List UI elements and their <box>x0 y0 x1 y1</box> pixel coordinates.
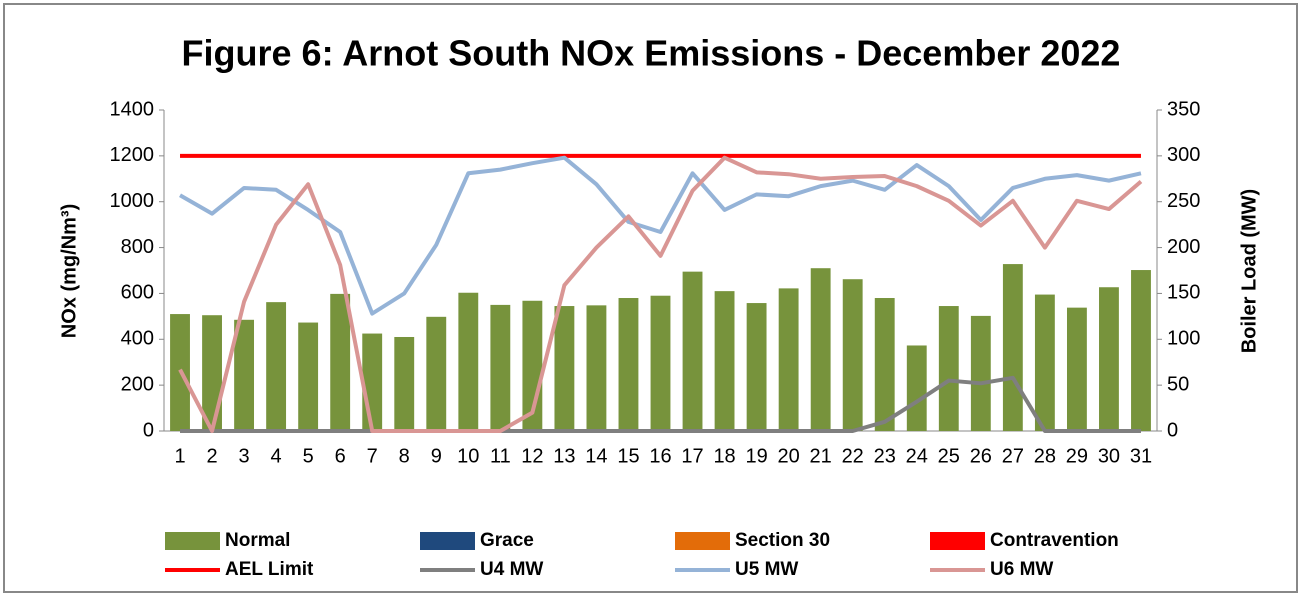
legend-label: AEL Limit <box>225 559 314 580</box>
x-tick-label: 12 <box>521 445 543 467</box>
x-tick-label: 28 <box>1034 445 1056 467</box>
legend-swatch <box>930 532 985 550</box>
bar <box>586 305 607 431</box>
x-tick-label: 24 <box>906 445 928 467</box>
line <box>179 155 1142 316</box>
bar <box>554 306 575 431</box>
x-tick-label: 15 <box>617 445 639 467</box>
bar <box>842 279 863 431</box>
x-tick-label: 14 <box>585 445 607 467</box>
bar <box>426 316 447 431</box>
x-tick-label: 19 <box>745 445 767 467</box>
x-tick-label: 2 <box>206 445 217 467</box>
bar <box>1002 264 1023 431</box>
y-tick-label: 200 <box>121 373 154 395</box>
x-tick-label: 8 <box>399 445 410 467</box>
y-tick-label: 400 <box>121 328 154 350</box>
legend-label: U5 MW <box>735 559 798 580</box>
x-tick-label: 17 <box>681 445 703 467</box>
legend-label: U4 MW <box>480 559 543 580</box>
x-tick-label: 7 <box>367 445 378 467</box>
x-tick-label: 1 <box>174 445 185 467</box>
y-tick-label: 600 <box>121 282 154 304</box>
x-tick-label: 3 <box>239 445 250 467</box>
y2-tick-label: 50 <box>1167 373 1189 395</box>
legend-swatch <box>420 532 475 550</box>
bar <box>1034 294 1055 431</box>
x-tick-label: 31 <box>1130 445 1152 467</box>
legend-label: Grace <box>480 530 534 551</box>
x-tick-label: 18 <box>713 445 735 467</box>
bar <box>234 319 255 431</box>
bar <box>394 336 415 431</box>
x-tick-label: 5 <box>303 445 314 467</box>
x-tick-label: 26 <box>970 445 992 467</box>
bar <box>970 315 991 431</box>
bar <box>490 304 511 431</box>
x-tick-label: 13 <box>553 445 575 467</box>
legend-swatch <box>165 532 220 550</box>
line <box>180 375 1141 433</box>
bar <box>778 288 799 431</box>
y-axis-label: NOx (mg/Nm³) <box>58 204 80 338</box>
x-tick-label: 29 <box>1066 445 1088 467</box>
bar <box>362 333 383 431</box>
bar <box>746 303 767 431</box>
x-tick-label: 10 <box>457 445 479 467</box>
bar <box>682 271 703 431</box>
bar <box>330 293 351 431</box>
y-tick-label: 1200 <box>110 144 155 166</box>
x-tick-label: 27 <box>1002 445 1024 467</box>
y2-tick-label: 350 <box>1167 98 1200 120</box>
x-tick-label: 20 <box>778 445 800 467</box>
y-tick-label: 0 <box>143 419 154 441</box>
y2-axis-label: Boiler Load (MW) <box>1238 189 1260 353</box>
bar <box>458 292 479 431</box>
y2-tick-label: 100 <box>1167 328 1200 350</box>
bar <box>938 306 959 431</box>
x-tick-label: 11 <box>490 445 511 467</box>
y-tick-label: 1000 <box>110 190 155 212</box>
x-tick-label: 6 <box>335 445 346 467</box>
line <box>178 155 1143 433</box>
bar <box>650 295 671 431</box>
x-tick-label: 21 <box>810 445 832 467</box>
chart-border <box>3 3 1298 593</box>
y-tick-label: 800 <box>121 236 154 258</box>
legend-label: U6 MW <box>990 559 1053 580</box>
y2-tick-label: 0 <box>1167 419 1178 441</box>
chart-title: Figure 6: Arnot South NOx Emissions - De… <box>182 33 1121 74</box>
y2-tick-label: 250 <box>1167 190 1200 212</box>
legend-label: Normal <box>225 530 290 551</box>
bar <box>874 298 895 431</box>
bar <box>298 322 319 431</box>
x-tick-label: 25 <box>938 445 960 467</box>
bar <box>714 291 735 431</box>
x-tick-label: 16 <box>649 445 671 467</box>
bar <box>1099 287 1119 431</box>
y2-tick-label: 200 <box>1167 236 1200 258</box>
bar <box>1066 307 1087 431</box>
bar <box>266 302 287 431</box>
legend-label: Contravention <box>990 530 1119 551</box>
bar <box>810 268 831 431</box>
bar <box>202 315 222 431</box>
x-tick-label: 23 <box>874 445 896 467</box>
x-tick-label: 30 <box>1098 445 1120 467</box>
y2-tick-label: 300 <box>1167 144 1200 166</box>
bar <box>1131 270 1151 431</box>
legend-swatch <box>675 532 730 550</box>
x-tick-label: 22 <box>842 445 864 467</box>
x-tick-label: 9 <box>431 445 442 467</box>
y-tick-label: 1400 <box>110 98 155 120</box>
bar <box>906 345 927 431</box>
x-tick-label: 4 <box>271 445 282 467</box>
bar <box>618 298 639 431</box>
legend-label: Section 30 <box>735 530 830 551</box>
y2-tick-label: 150 <box>1167 282 1200 304</box>
